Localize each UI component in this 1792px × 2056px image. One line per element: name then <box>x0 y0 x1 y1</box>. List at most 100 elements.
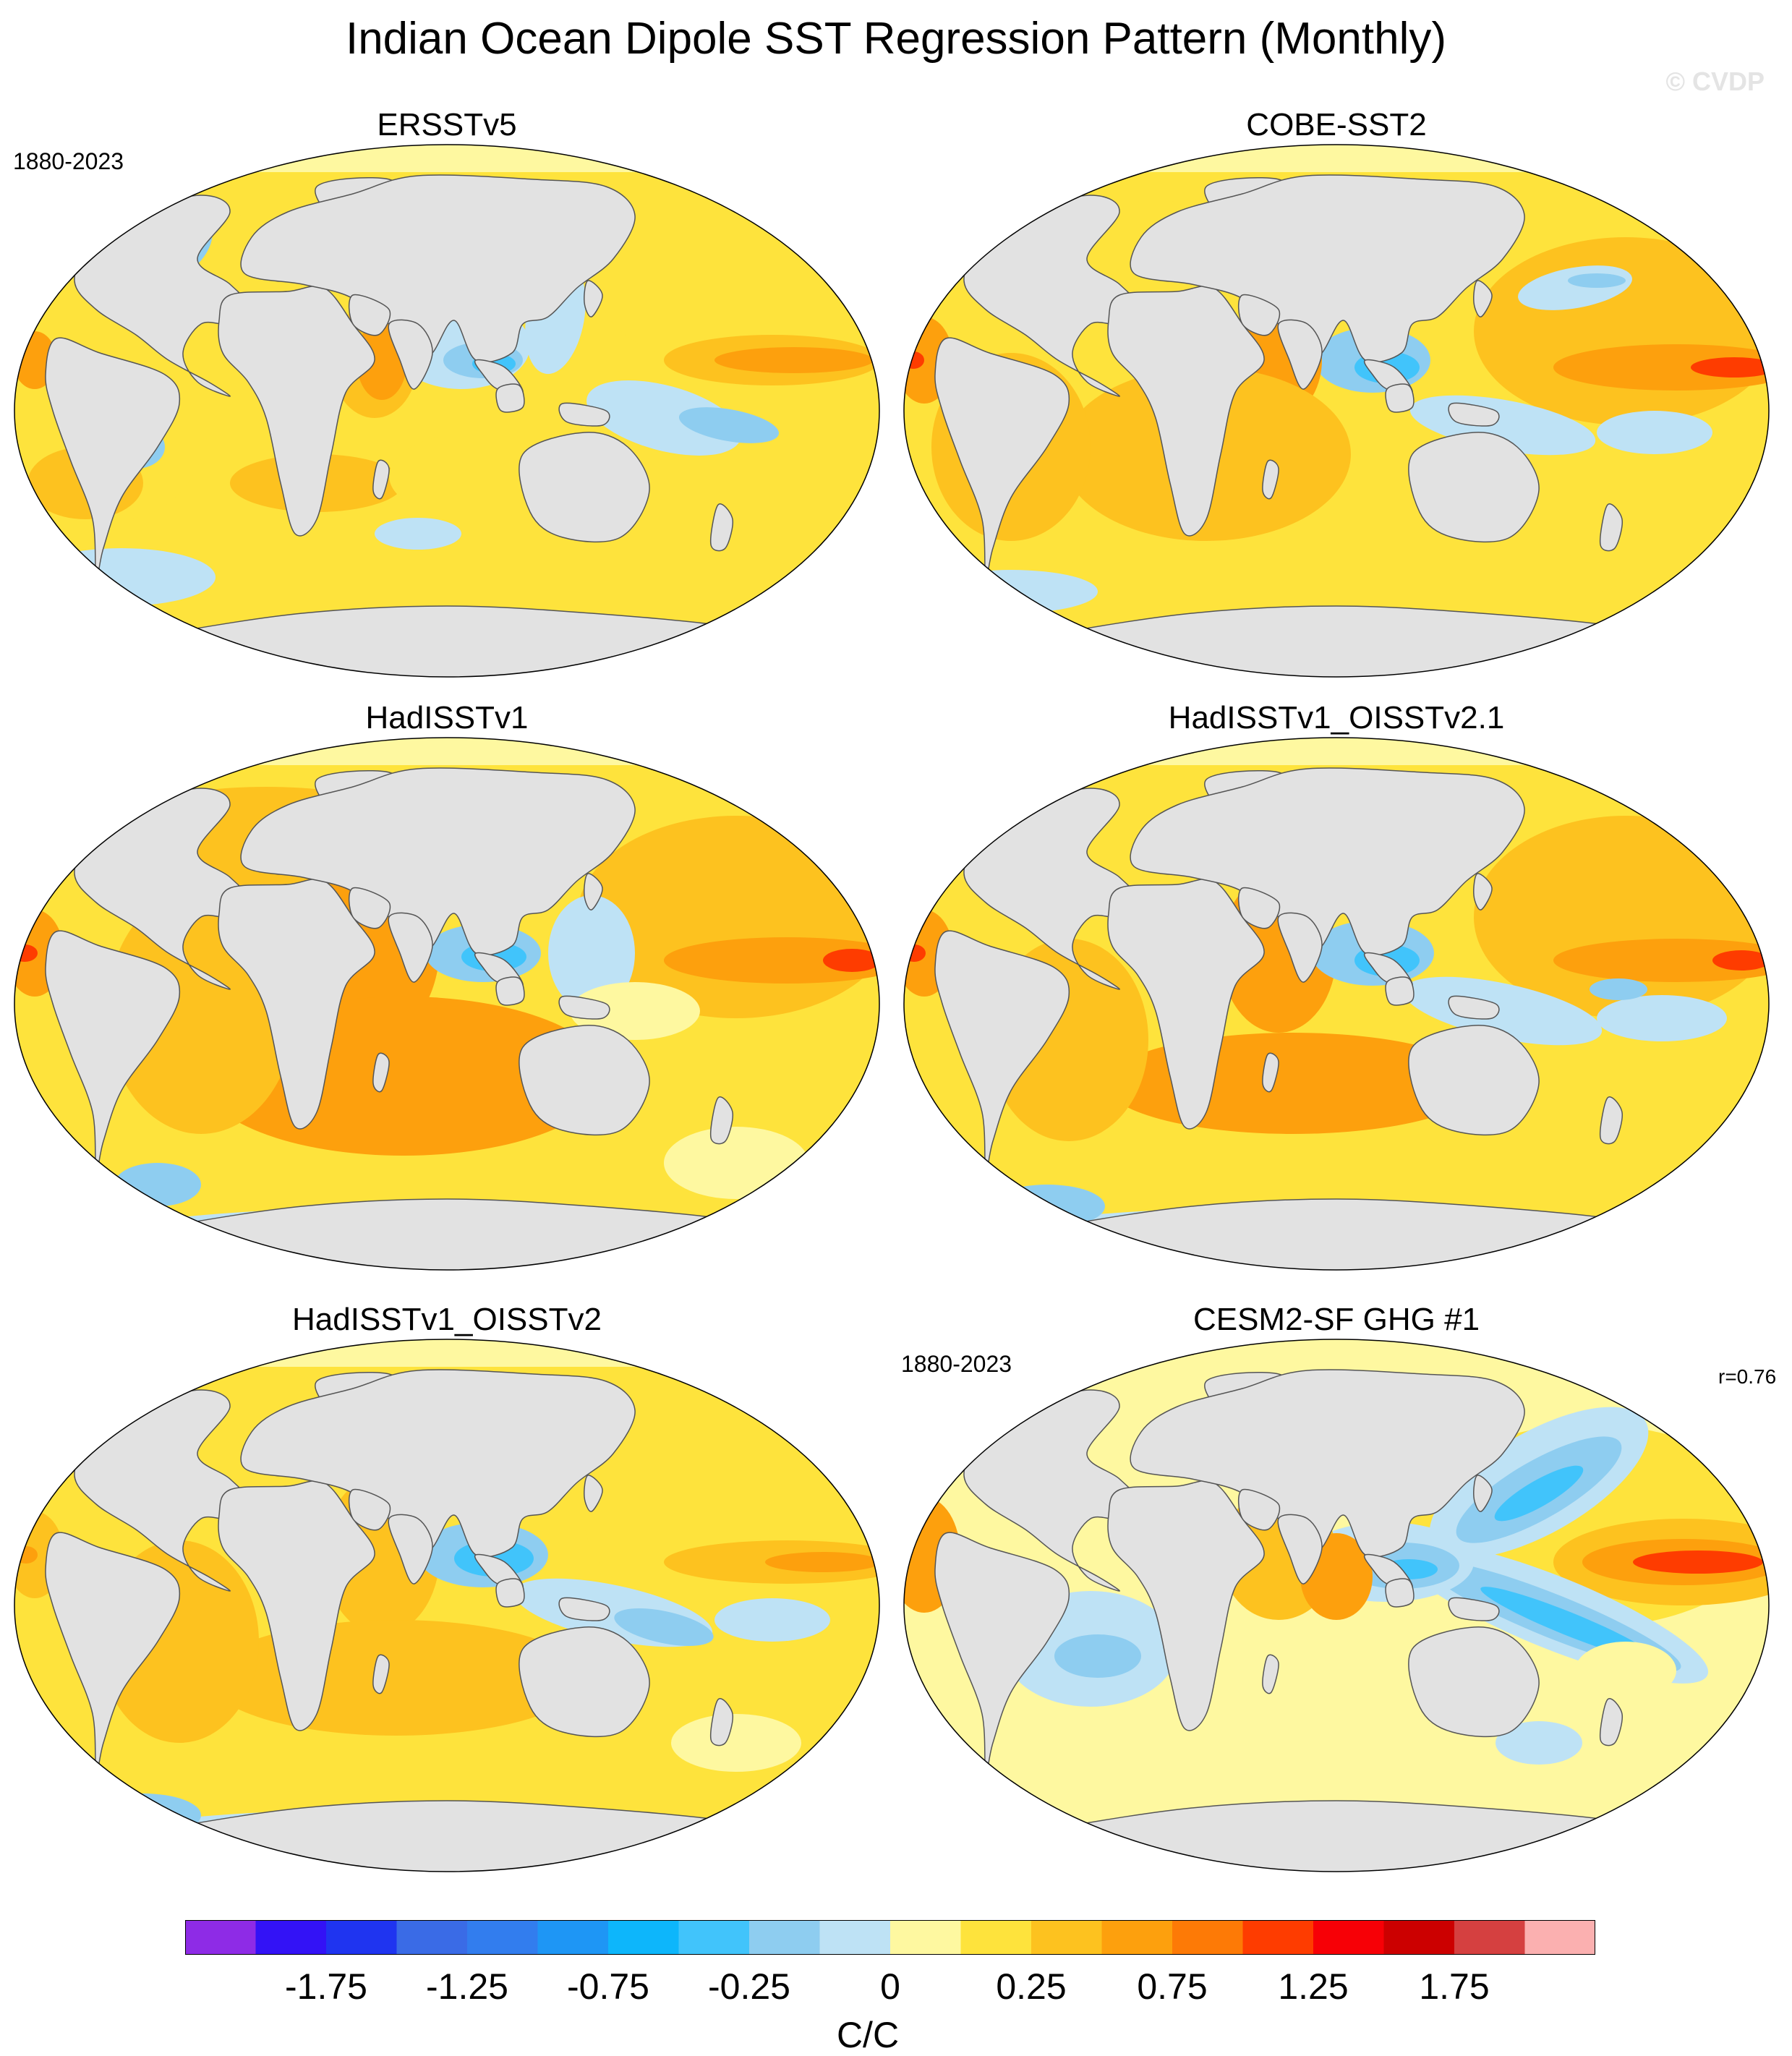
map-outline <box>903 144 1770 678</box>
map-plot <box>14 1339 880 1872</box>
colorbar-tick-label: 1.75 <box>1419 1966 1490 2007</box>
arctic-band <box>904 738 1769 765</box>
sst-field <box>904 738 1769 1270</box>
colorbar-tick-label: 0 <box>880 1966 900 2007</box>
panel-hadisstv1-oisstv2-1: HadISSTv1_OISSTv2.1 <box>903 700 1770 1279</box>
land-southAmerica <box>45 930 181 1172</box>
land-africa <box>1107 285 1265 537</box>
land-newGuinea <box>558 402 610 427</box>
land-northAmerica <box>963 788 1142 990</box>
land-madagascar <box>1262 459 1279 500</box>
colorbar-swatch <box>255 1920 327 1955</box>
map-plot <box>903 737 1770 1271</box>
colorbar-swatch <box>1101 1920 1173 1955</box>
colorbar-swatch <box>819 1920 891 1955</box>
correlation-label: r=0.76 <box>1718 1365 1777 1388</box>
colorbar-swatch <box>678 1920 750 1955</box>
colorbar-swatch <box>396 1920 468 1955</box>
colorbar-swatch <box>1524 1920 1595 1955</box>
land-japan <box>1473 1475 1493 1512</box>
land-africa <box>1107 1480 1265 1731</box>
sst-anomaly-region <box>1494 1465 1584 1522</box>
sst-anomaly-region <box>1054 1634 1141 1678</box>
sst-anomaly-region <box>765 1552 879 1572</box>
sst-anomaly-region <box>664 1127 808 1199</box>
panel-hadisstv1-oisstv2: HadISSTv1_OISSTv2 <box>13 1302 881 1880</box>
sst-field <box>14 145 879 677</box>
land-australia <box>519 432 650 543</box>
land-borneo <box>1385 976 1415 1006</box>
sst-anomaly-region <box>570 982 700 1040</box>
land-eurasia <box>1130 1369 1525 1558</box>
land-southAmerica <box>934 337 1070 579</box>
land-nz <box>709 1096 734 1145</box>
land-newGuinea <box>1448 995 1500 1020</box>
land-nz <box>709 503 734 552</box>
map-outline <box>903 1339 1770 1872</box>
land-arabia <box>1237 887 1281 929</box>
land-japan <box>1473 280 1493 317</box>
land-northAmerica <box>963 195 1142 397</box>
sst-anomaly-region <box>1496 1721 1582 1765</box>
land-eurasia <box>240 767 636 956</box>
panel-title: CESM2-SF GHG #1 <box>1192 1302 1480 1337</box>
map-plot <box>14 144 880 678</box>
land-africa <box>1107 878 1265 1130</box>
panel-title: HadISSTv1_OISSTv2 <box>292 1302 602 1337</box>
sst-anomaly-region <box>1480 1587 1655 1660</box>
map-plot <box>14 737 880 1271</box>
colorbar-tick-label: -0.75 <box>567 1966 649 2007</box>
land-newGuinea <box>1448 1597 1500 1621</box>
arctic-band <box>904 1339 1769 1367</box>
arctic-band <box>904 145 1769 172</box>
sst-anomaly-region <box>714 347 874 373</box>
sst-anomaly-region <box>1597 995 1727 1041</box>
colorbar-tick-label: 0.75 <box>1137 1966 1208 2007</box>
land-india <box>1277 912 1323 983</box>
sst-anomaly-region <box>389 432 563 519</box>
panel-title: HadISSTv1_OISSTv2.1 <box>1168 700 1505 735</box>
sst-anomaly-region <box>1575 1642 1676 1699</box>
sst-anomaly-region <box>678 407 780 443</box>
land-madagascar <box>372 459 390 500</box>
land-eurasia <box>1130 174 1525 363</box>
land-nz <box>1599 1698 1624 1746</box>
land-arabia <box>348 1488 391 1531</box>
sst-field <box>14 1339 879 1872</box>
colorbar <box>185 1920 1595 1955</box>
sst-anomaly-region <box>27 548 216 606</box>
land-madagascar <box>1262 1654 1279 1694</box>
land-northAmerica <box>74 1389 252 1592</box>
sst-anomaly-region <box>1712 950 1769 971</box>
period-label: 1880-2023 <box>901 1351 1012 1377</box>
sst-anomaly-region <box>1403 976 1603 1046</box>
land-newGuinea <box>558 1597 610 1621</box>
colorbar-swatch <box>467 1920 538 1955</box>
panel-title: HadISSTv1 <box>365 700 529 735</box>
sst-anomaly-region <box>823 949 879 972</box>
colorbar-swatch <box>960 1920 1032 1955</box>
colorbar-tick-label: -1.75 <box>285 1966 367 2007</box>
sst-anomaly-region <box>1590 978 1647 1000</box>
land-japan <box>1473 873 1493 910</box>
land-australia <box>1408 1626 1540 1738</box>
land-india <box>1277 319 1323 390</box>
land-nz <box>709 1698 734 1746</box>
colorbar-swatch <box>537 1920 609 1955</box>
land-southAmerica <box>934 930 1070 1172</box>
land-masses <box>934 1369 1713 1872</box>
colorbar-swatch <box>608 1920 679 1955</box>
map-outline <box>14 737 880 1271</box>
colorbar-swatch <box>749 1920 820 1955</box>
land-northAmerica <box>963 1389 1142 1592</box>
panel-cobe-sst2: COBE-SST2 <box>903 107 1770 686</box>
sst-anomaly-region <box>1597 411 1712 454</box>
panel-erssttv5: ERSSTv5 <box>13 107 881 686</box>
land-india <box>1277 1514 1323 1584</box>
land-southAmerica <box>45 1532 181 1773</box>
sst-field <box>904 145 1769 677</box>
land-africa <box>218 285 375 537</box>
map-outline <box>903 737 1770 1271</box>
land-arabia <box>1237 1488 1281 1531</box>
sst-anomaly-region <box>1553 344 1769 391</box>
